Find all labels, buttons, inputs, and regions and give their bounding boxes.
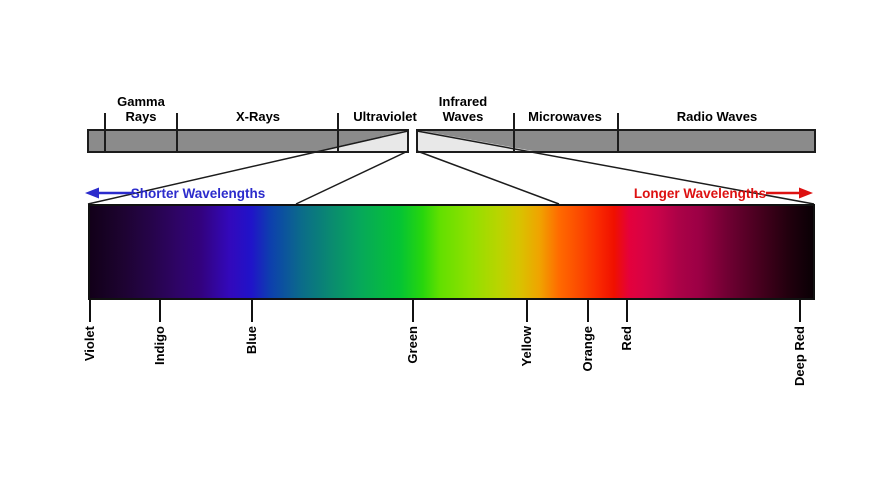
spectrum-label-green: Green — [405, 326, 420, 364]
spectrum-label-blue: Blue — [244, 326, 259, 355]
projection-line-outer-left — [87, 130, 409, 205]
em-bar-right-outline — [416, 129, 816, 153]
em-bar-left-segment — [88, 130, 408, 152]
em-bar-right-segment — [417, 130, 815, 152]
band-label-microwaves: Microwaves — [528, 109, 602, 124]
spectrum-label-deep-red: Deep Red — [792, 326, 807, 386]
visible-light-wedge-right — [417, 130, 533, 151]
band-label-ultraviolet: Ultraviolet — [353, 109, 417, 124]
band-label-radio-waves: Radio Waves — [676, 109, 758, 124]
projection-line-outer-right — [416, 130, 815, 205]
shorter-wavelengths-label: Shorter Wavelengths — [130, 186, 266, 201]
projection-line-inner-left — [295, 150, 409, 205]
visible-spectrum-gradient-bar — [88, 204, 815, 300]
arrow-left-icon — [85, 187, 133, 199]
spectrum-label-orange: Orange — [580, 326, 595, 372]
spectrum-label-red: Red — [619, 326, 634, 351]
arrow-right-icon — [766, 187, 813, 199]
spectrum-label-indigo: Indigo — [152, 326, 167, 365]
spectrum-label-violet: Violet — [82, 326, 97, 362]
longer-wavelengths-label: Longer Wavelengths — [633, 186, 767, 201]
em-bar-left-outline — [87, 129, 409, 153]
band-label-gamma-rays: Gamma Rays — [117, 94, 165, 124]
band-label-infrared: Infrared Waves — [438, 94, 488, 124]
projection-line-inner-right — [416, 150, 560, 205]
band-label-x-rays: X-Rays — [235, 109, 281, 124]
spectrum-label-yellow: Yellow — [519, 326, 534, 367]
